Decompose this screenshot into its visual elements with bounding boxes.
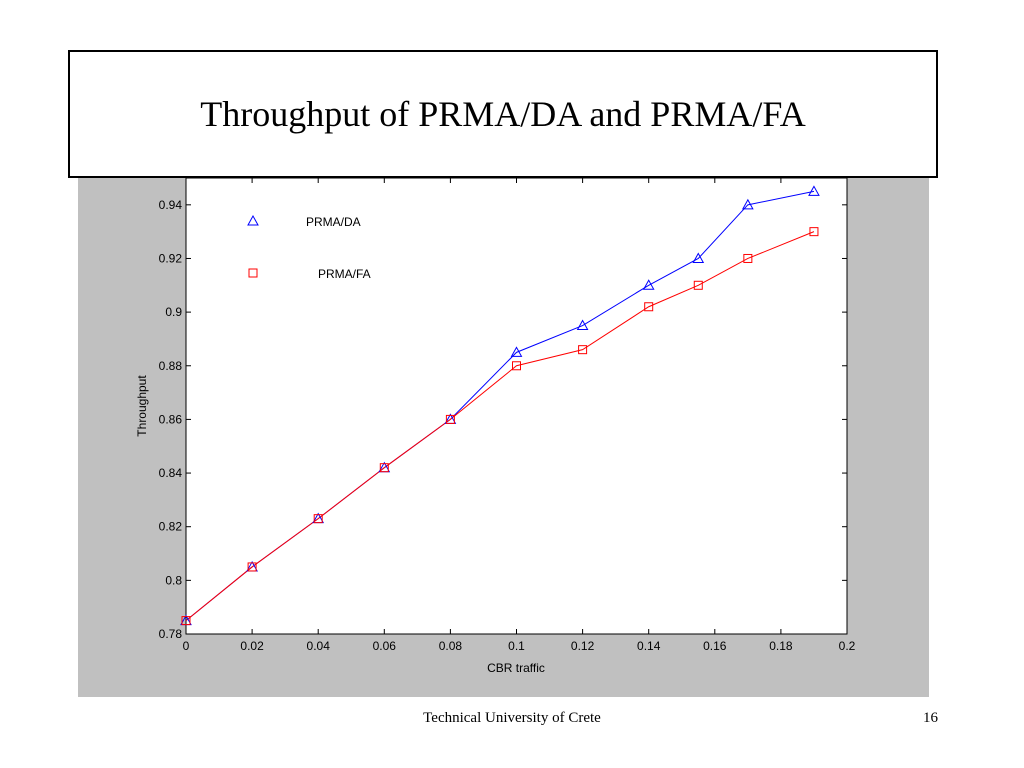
plot-area [186,178,847,634]
x-tick-label: 0.02 [240,639,264,653]
data-point-prma-fa [379,463,389,473]
data-point-prma-fa [644,302,654,312]
y-tick-label: 0.88 [159,359,183,373]
data-point-prma-da [642,279,655,290]
x-tick-label: 0.2 [839,639,856,653]
y-tick-label: 0.8 [165,573,182,587]
data-point-prma-fa [743,253,753,263]
y-axis-label: Throughput [135,375,149,437]
y-tick-label: 0.9 [165,305,182,319]
throughput-chart: 0.78 0.8 0.82 0.84 0.86 0.88 0.9 0.92 0.94 0 0.02… [135,178,856,675]
x-tick-label: 0.12 [571,639,595,653]
y-tick-label: 0.94 [159,198,183,212]
y-tick-label: 0.92 [159,251,183,265]
data-point-prma-da [510,346,523,357]
data-point-prma-fa [512,361,521,371]
data-point-prma-fa [809,227,819,237]
x-tick-label: 0.1 [508,639,525,653]
legend-marker-prma-da [247,214,259,226]
figure-panel: 0.78 0.8 0.82 0.84 0.86 0.88 0.9 0.92 0.94 0 0.02… [78,178,929,697]
x-tick-label: 0.08 [439,639,463,653]
data-point-prma-fa [313,514,323,524]
data-point-prma-fa [693,280,703,290]
y-tick-label: 0.84 [159,466,183,480]
page-number: 16 [923,710,938,726]
x-tick-label: 0.06 [373,639,397,653]
data-point-prma-da [692,252,705,263]
data-point-prma-da [742,198,754,210]
data-point-prma-fa [445,414,455,424]
x-tick-label: 0.14 [637,639,661,653]
data-point-prma-fa [247,562,257,572]
x-axis-label: CBR traffic [487,661,545,675]
x-tick-label: 0.04 [307,639,331,653]
y-tick-label: 0.86 [159,412,183,426]
y-tick-label: 0.82 [159,520,183,534]
x-tick-label: 0.16 [703,639,727,653]
y-tick-label: 0.78 [159,627,183,641]
slide-title-box: Throughput of PRMA/DA and PRMA/FA [68,50,938,178]
footer-institution: Technical University of Crete [423,710,601,726]
data-point-prma-fa [578,345,588,355]
data-point-prma-da [576,319,589,331]
series-line-prma-fa [185,231,815,621]
slide-title: Throughput of PRMA/DA and PRMA/FA [200,94,806,134]
x-tick-label: 0 [183,639,190,653]
x-tick-label: 0.18 [769,639,793,653]
legend-label-prma-da: PRMA/DA [306,215,361,229]
legend-marker-prma-fa [248,268,258,278]
legend-label-prma-fa: PRMA/FA [318,267,371,281]
data-point-prma-da [808,185,820,196]
data-point-prma-fa [181,616,191,626]
